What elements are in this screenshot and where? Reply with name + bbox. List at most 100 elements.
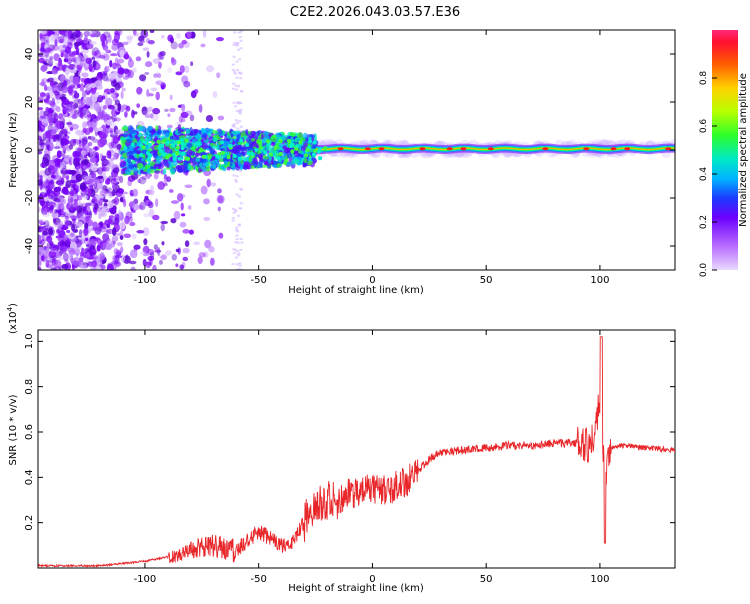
- spectrogram-band-mark: [153, 164, 158, 170]
- spectrogram-noise-mark: [156, 73, 162, 79]
- spectrogram-hot-mark: [290, 142, 295, 147]
- spectrogram-noise-mark: [232, 101, 236, 104]
- spectrogram-noise-mark: [67, 231, 76, 240]
- spectrogram-noise-mark: [62, 106, 68, 114]
- spectrogram-noise-mark: [183, 65, 190, 73]
- spectrogram-noise-mark: [128, 260, 137, 265]
- spectrogram-noise-mark: [198, 104, 203, 113]
- spectrogram-noise-mark: [70, 215, 78, 219]
- spectrogram-noise-mark: [64, 240, 72, 249]
- spectrogram-xtick-label: 100: [590, 275, 609, 286]
- spectrogram-noise-mark: [48, 183, 53, 190]
- spectrogram-noise-mark: [238, 129, 242, 132]
- spectrogram-noise-mark: [41, 77, 48, 84]
- spectrogram-noise-mark: [107, 105, 116, 110]
- snr-ytick-label: 0.2: [24, 515, 35, 531]
- spectrogram-noise-mark: [114, 254, 120, 263]
- spectrogram-noise-mark: [64, 220, 73, 226]
- spectrogram-band-mark: [187, 149, 193, 156]
- spectrogram-noise-mark: [100, 211, 107, 218]
- spectrogram-noise-mark: [56, 150, 62, 159]
- spectrogram-noise-mark: [239, 39, 243, 42]
- spectrogram-noise-mark: [187, 205, 192, 210]
- spectrogram-noise-mark: [104, 237, 111, 243]
- spectrogram-band-mark: [250, 130, 257, 137]
- spectrogram-noise-mark: [154, 249, 162, 253]
- spectrogram-peak-mark: [419, 147, 426, 151]
- snr-series-line: [38, 336, 675, 568]
- spectrogram-band-mark: [133, 147, 139, 151]
- spectrogram-noise-mark: [38, 126, 42, 132]
- spectrogram-noise-mark: [217, 206, 221, 212]
- spectrogram-hot-mark: [268, 152, 273, 157]
- spectrogram-noise-mark: [111, 184, 116, 189]
- spectrogram-band-mark: [120, 168, 125, 175]
- spectrogram-hot-mark: [215, 154, 220, 159]
- spectrogram-band-mark: [197, 167, 202, 173]
- spectrogram-noise-mark: [72, 207, 78, 211]
- spectrogram-noise-mark: [235, 234, 239, 237]
- spectrogram-noise-mark: [174, 122, 183, 126]
- spectrogram-hot-mark: [180, 146, 185, 151]
- spectrogram-noise-mark: [66, 57, 72, 65]
- spectrogram-peak-mark: [378, 147, 385, 151]
- spectrogram-hot-mark: [258, 145, 263, 150]
- spectrogram-noise-mark: [68, 156, 73, 166]
- spectrogram-noise-mark: [64, 46, 72, 54]
- spectrogram-noise-mark: [235, 226, 239, 229]
- spectrogram-noise-mark: [182, 247, 190, 254]
- spectrogram-noise-mark: [184, 184, 193, 189]
- spectrogram-hot-mark: [145, 151, 150, 156]
- spectrogram-noise-mark: [166, 176, 172, 183]
- spectrogram-noise-mark: [132, 67, 137, 73]
- spectrogram-noise-mark: [129, 221, 136, 227]
- spectrogram-noise-mark: [109, 87, 115, 94]
- spectrogram-noise-mark: [65, 174, 70, 180]
- spectrogram-noise-mark: [99, 221, 103, 226]
- spectrogram-noise-mark: [232, 123, 236, 126]
- spectrogram-noise-mark: [72, 76, 81, 86]
- spectrogram-hot-mark: [141, 145, 146, 150]
- spectrogram-noise-mark: [60, 52, 64, 58]
- spectrogram-noise-mark: [62, 252, 69, 262]
- spectrogram-band-mark: [229, 139, 233, 144]
- spectrogram-noise-mark: [89, 210, 93, 220]
- spectrogram-noise-mark: [135, 56, 142, 62]
- spectrogram-noise-mark: [76, 56, 82, 65]
- colorbar-gradient: [712, 30, 738, 270]
- spectrogram-noise-mark: [178, 42, 184, 49]
- spectrogram-band-mark: [237, 141, 245, 145]
- spectrogram-noise-mark: [77, 100, 86, 108]
- spectrogram-noise-mark: [182, 256, 189, 262]
- spectrogram-noise-mark: [105, 47, 109, 54]
- spectrogram-noise-mark: [119, 175, 124, 184]
- spectrogram-noise-mark: [231, 69, 235, 72]
- spectrogram-hot-mark: [304, 153, 309, 158]
- spectrogram-noise-mark: [98, 131, 107, 139]
- spectrogram-band-mark: [136, 162, 144, 169]
- spectrogram-band-mark: [128, 154, 135, 160]
- spectrogram-noise-mark: [181, 39, 187, 45]
- spectrogram-noise-mark: [148, 189, 155, 196]
- spectrogram-noise-mark: [115, 175, 121, 181]
- spectrogram-noise-mark: [179, 65, 185, 74]
- spectrogram-noise-mark: [38, 90, 41, 94]
- spectrogram-noise-mark: [97, 175, 104, 179]
- spectrogram-noise-mark: [73, 66, 77, 74]
- spectrogram-noise-mark: [102, 44, 109, 51]
- spectrogram-noise-mark: [205, 114, 214, 123]
- spectrogram-noise-mark: [86, 205, 91, 211]
- spectrogram-noise-mark: [119, 49, 125, 58]
- spectrogram-noise-mark: [41, 255, 47, 263]
- spectrogram-noise-mark: [91, 255, 99, 260]
- spectrogram-band-mark: [259, 160, 263, 168]
- spectrogram-noise-mark: [40, 36, 47, 44]
- spectrogram-noise-mark: [105, 49, 112, 54]
- spectrogram-noise-mark: [79, 264, 87, 270]
- spectrogram-band-mark: [273, 150, 279, 155]
- spectrogram-noise-mark: [153, 73, 158, 78]
- spectrogram-noise-mark: [186, 30, 192, 39]
- spectrogram-noise-mark: [102, 159, 111, 165]
- spectrogram-noise-mark: [82, 121, 88, 129]
- spectrogram-noise-mark: [120, 90, 124, 100]
